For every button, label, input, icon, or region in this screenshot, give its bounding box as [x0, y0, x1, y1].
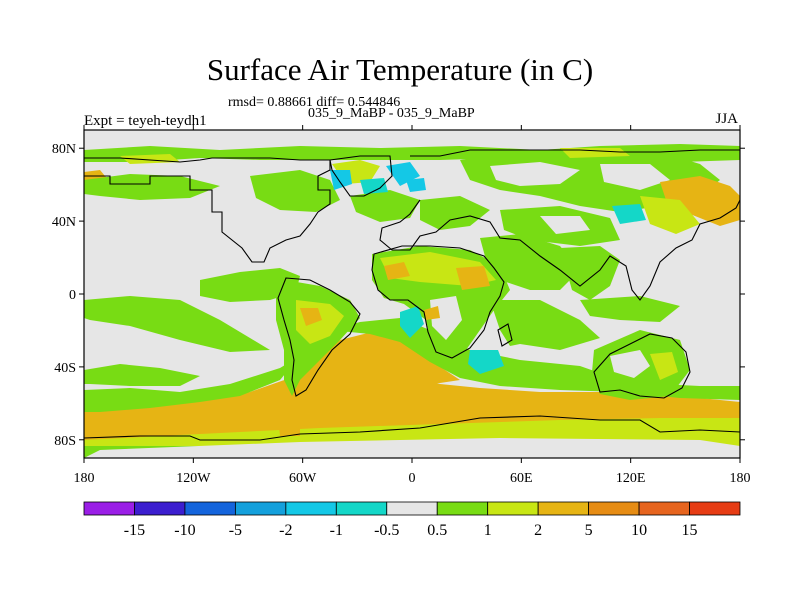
lat-tick-label: 80S — [54, 434, 76, 449]
colorbar-swatch — [134, 501, 186, 516]
arabia-green — [480, 234, 580, 290]
south-america-orange — [300, 308, 322, 326]
latitude-ticks: 80N 40N 0 40S 80S — [52, 142, 745, 449]
north-pacific-cool — [612, 204, 646, 224]
lat-tick-label: 80N — [52, 142, 76, 157]
colorbar-swatch — [638, 501, 690, 516]
colorbar-label: 1 — [484, 522, 492, 539]
lat-tick-label: 0 — [69, 288, 76, 303]
north-atlantic-green — [350, 190, 420, 222]
coast-africa — [371, 245, 505, 359]
colorbar-swatch — [487, 501, 539, 516]
colorbar-swatch — [588, 501, 640, 516]
experiment-line: 035_9_MaBP - 035_9_MaBP — [308, 106, 475, 121]
colorbar-label: -15 — [124, 522, 145, 539]
colorbar-swatch — [83, 501, 135, 516]
warm-tongue-south-atlantic — [300, 330, 460, 386]
colorbar-swatch — [335, 501, 388, 516]
colorbar-swatch — [689, 501, 741, 516]
lon-tick-label: 180 — [74, 471, 95, 486]
colorbar-label: -10 — [174, 522, 195, 539]
coastlines — [84, 149, 740, 441]
colorbar-swatch — [537, 501, 590, 516]
coast-eurasia — [379, 149, 740, 301]
central-asia-grey — [540, 216, 590, 234]
lon-tick-label: 120W — [176, 471, 211, 486]
scandinavia-cool-2 — [406, 178, 426, 192]
coast-australia — [593, 333, 691, 399]
lon-tick-label: 180 — [730, 471, 751, 486]
coast-south-america — [277, 277, 361, 397]
north-pacific-band-green — [84, 174, 220, 200]
eurasia-grey-2 — [600, 164, 670, 190]
australia-yellow — [650, 352, 678, 380]
lon-tick-label: 60W — [289, 471, 317, 486]
gulf-guinea-orange — [424, 306, 440, 320]
colorbar-label: 10 — [631, 522, 647, 539]
east-asia-orange — [660, 176, 740, 226]
temperature-field — [84, 130, 740, 458]
indian-ocean-east-green — [580, 296, 680, 322]
north-pacific-yellow — [640, 196, 700, 234]
colorbar-swatch — [184, 501, 236, 516]
coast-north-america — [84, 157, 331, 263]
arctic-cool — [360, 178, 388, 194]
atlantic-cool-patch — [400, 306, 424, 338]
europe-green — [420, 196, 490, 230]
africa-orange — [456, 266, 490, 290]
colorbar: -15 -10 -5 -2 -1 -0.5 0.5 1 2 5 10 15 — [83, 501, 741, 539]
longitude-ticks: 180 120W 60W 0 60E 120E 180 — [74, 125, 751, 486]
colorbar-swatch — [234, 501, 287, 516]
patagonia-orange — [278, 416, 300, 436]
lon-tick-label: 60E — [510, 471, 533, 486]
india-green — [560, 246, 620, 300]
coast-antarctica — [84, 415, 740, 441]
colorbar-label: 2 — [534, 522, 542, 539]
africa-orange-2 — [384, 262, 410, 280]
antarctic-interior — [84, 438, 740, 458]
colorbar-label: 0.5 — [427, 522, 447, 539]
stats-line: rmsd= 0.88661 diff= 0.544846 — [228, 95, 401, 110]
colorbar-label: -2 — [279, 522, 292, 539]
eurasia-grey-1 — [490, 162, 580, 186]
australia-grey — [610, 350, 650, 378]
experiment-label: Expt = teyeh-teydh1 — [84, 113, 207, 129]
colorbar-swatch — [436, 501, 489, 516]
tropical-pacific-green — [200, 268, 300, 302]
colorbar-label: 15 — [682, 522, 698, 539]
coast-greenland — [329, 155, 393, 197]
south-pacific-green-1 — [84, 296, 270, 352]
colorbar-label: 5 — [585, 522, 593, 539]
colorbar-swatch — [285, 501, 337, 516]
season-label: JJA — [715, 111, 738, 127]
southern-ocean-green-band — [84, 356, 300, 412]
lon-tick-label: 120E — [616, 471, 646, 486]
south-pacific-green-2 — [84, 364, 200, 386]
colorbar-label: -1 — [330, 522, 343, 539]
colorbar-label: -5 — [229, 522, 242, 539]
indian-ocean-cool — [468, 350, 504, 374]
map-title: Surface Air Temperature (in C) — [206, 52, 594, 87]
coast-madagascar — [497, 323, 513, 347]
colorbar-label: -0.5 — [374, 522, 399, 539]
madagascar-green — [500, 326, 530, 346]
colorbar-swatch — [386, 501, 438, 516]
lat-tick-label: 40N — [52, 215, 76, 230]
lon-tick-label: 0 — [409, 471, 416, 486]
lat-tick-label: 40S — [54, 361, 76, 376]
